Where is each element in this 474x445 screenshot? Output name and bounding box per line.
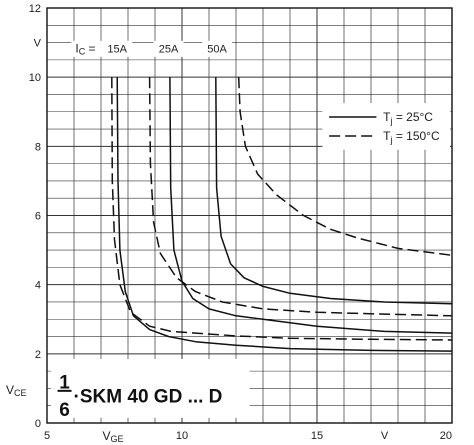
y-tick-label: 0: [35, 418, 41, 430]
current-label: 50A: [207, 44, 227, 56]
plot-frame: [46, 7, 453, 424]
current-label: 15A: [107, 44, 127, 56]
x-tick-label: 20: [440, 430, 452, 442]
legend-label-sub: j: [389, 135, 392, 145]
y-axis-label-main: V: [6, 383, 14, 397]
current-label-background: [153, 40, 184, 57]
y-unit: V: [34, 38, 42, 50]
y-tick-label: 8: [35, 141, 41, 153]
legend-label: Tj = 150°C: [383, 129, 440, 145]
x-tick-label: 10: [176, 430, 188, 442]
x-axis-label-sub: GE: [111, 434, 124, 444]
legend-label-main: T: [383, 129, 391, 143]
grid: [47, 8, 452, 423]
annotation-text: ·SKM 40 GD ... D: [74, 386, 223, 407]
series-line-solid-15A: [116, 77, 453, 352]
y-tick-label: 12: [29, 3, 41, 15]
x-axis-label-main: V: [103, 429, 111, 443]
ic-label-sub: C: [79, 47, 86, 57]
legend-label-value: = 150°C: [392, 129, 439, 143]
annotation: 1 6 ·SKM 40 GD ... D: [51, 359, 250, 421]
series-line-solid-50A: [215, 77, 453, 305]
tick-labels: 5 10 15 20 0 2 4 6 8 10 12: [29, 3, 452, 442]
x-tick-label: 5: [44, 430, 50, 442]
y-tick-label: 2: [35, 349, 41, 361]
x-unit: V: [381, 430, 389, 442]
series-line-solid-25A: [169, 77, 453, 334]
ic-label: IC =: [75, 42, 95, 57]
legend-label-main: T: [383, 110, 391, 124]
series-line-dashed-15A: [111, 77, 453, 341]
y-axis-label: VCE: [6, 383, 27, 398]
y-tick-label: 6: [35, 211, 41, 223]
current-label: 25A: [159, 44, 179, 56]
ic-label-suffix: =: [85, 42, 95, 56]
y-axis-label-sub: CE: [14, 388, 27, 398]
ic-label-main: I: [75, 42, 78, 56]
annotation-numerator: 1: [59, 372, 70, 393]
annotation-background: [51, 359, 250, 418]
legend: Tj = 25°CTj = 150°C: [322, 103, 450, 150]
x-tick-label: 15: [311, 430, 323, 442]
legend-label: Tj = 25°C: [383, 110, 433, 126]
y-tick-label: 10: [29, 72, 41, 84]
annotation-denominator: 6: [59, 400, 70, 421]
current-label-background: [202, 40, 233, 57]
x-axis-label: VGE: [103, 429, 124, 444]
curves: [111, 77, 453, 352]
current-label-background: [102, 40, 133, 57]
legend-label-sub: j: [389, 116, 392, 126]
legend-background: [322, 103, 450, 150]
series-line-dashed-50A: [237, 77, 453, 257]
current-labels: 15A 25A 50A: [102, 40, 233, 57]
y-tick-label: 4: [35, 280, 41, 292]
series-line-dashed-25A: [148, 77, 453, 317]
legend-label-value: = 25°C: [392, 110, 433, 124]
